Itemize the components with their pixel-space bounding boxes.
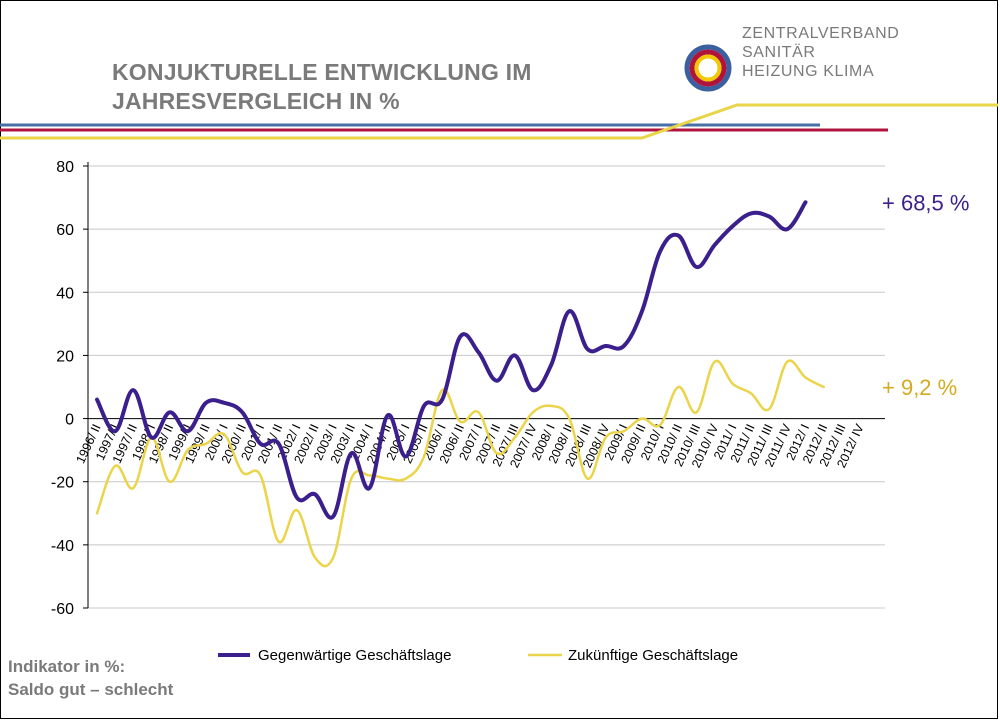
chart-axes (83, 162, 885, 609)
y-tick-label: -20 (51, 475, 74, 492)
deco-line-yellow (0, 103, 998, 140)
series-line-zukuenftige (95, 359, 825, 568)
legend-label-0: Gegenwärtige Geschäftslage (258, 647, 451, 664)
indicator-line-2: Saldo gut – schlecht (8, 680, 174, 699)
y-tick-label: 0 (65, 412, 74, 429)
end-label-gegenwaertige: + 68,5 % (882, 190, 969, 215)
logo-text: ZENTRALVERBAND SANITÄR HEIZUNG KLIMA (742, 24, 899, 81)
indicator-line-1: Indikator in %: (8, 657, 126, 676)
y-tick-label: 80 (56, 159, 74, 176)
y-tick-label: 20 (56, 348, 74, 365)
title-line-2: JAHRESVERGLEICH IN % (112, 88, 400, 114)
legend-label-1: Zukünftige Geschäftslage (568, 647, 738, 664)
y-tick-label: -60 (51, 601, 74, 618)
end-labels: + 68,5 % + 9,2 % (882, 190, 969, 400)
y-tick-label: 60 (56, 222, 74, 239)
brand-logo: ZENTRALVERBAND SANITÄR HEIZUNG KLIMA (682, 24, 982, 100)
chart-legend: Gegenwärtige Geschäftslage Zukünftige Ges… (218, 647, 738, 664)
series-line-gegenwaertige (95, 200, 808, 520)
logo-line-2: SANITÄR (742, 44, 816, 61)
title-line-1: KONJUKTURELLE ENTWICKLUNG IM (112, 59, 532, 85)
logo-line-1: ZENTRALVERBAND (742, 25, 900, 42)
rainbow-ring-icon (684, 44, 732, 92)
end-label-zukuenftige: + 9,2 % (882, 375, 957, 400)
chart-grid (88, 165, 885, 609)
indicator-note: Indikator in %: Saldo gut – schlecht (8, 655, 173, 701)
chart-series (95, 200, 825, 568)
page-title: KONJUKTURELLE ENTWICKLUNG IM JAHRESVERGL… (112, 58, 532, 116)
logo-line-3: HEIZUNG KLIMA (742, 63, 875, 80)
y-tick-label: 40 (56, 285, 74, 302)
y-tick-labels: 80 60 40 20 0 -20 -40 -60 (51, 159, 74, 618)
y-tick-label: -40 (51, 538, 74, 555)
